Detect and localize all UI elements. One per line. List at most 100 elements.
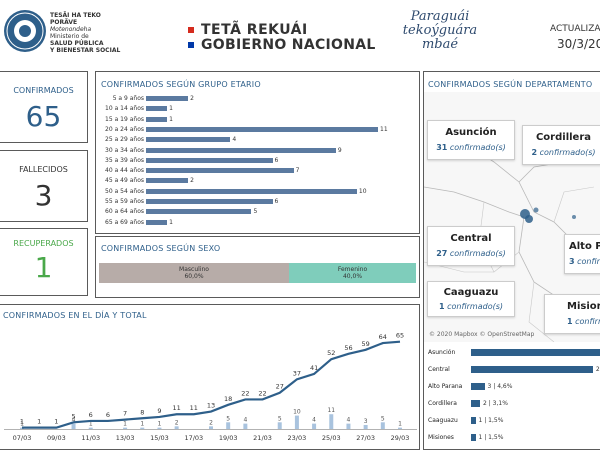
logo-text-6: Y BIENESTAR SOCIAL: [50, 47, 121, 54]
daily-bar-label: 2: [175, 419, 179, 426]
update-date: 30/3/20: [557, 37, 600, 51]
age-bar[interactable]: [146, 126, 378, 132]
cumulative-label: 41: [310, 364, 318, 372]
daily-bar[interactable]: [123, 427, 128, 429]
daily-bar[interactable]: [346, 423, 351, 429]
daily-bar[interactable]: [329, 414, 334, 429]
female-segment[interactable]: Femenino 40,0%: [289, 263, 416, 283]
age-bar-row[interactable]: 50 a 54 años 10: [96, 187, 416, 197]
age-bar-label: 40 a 44 años: [105, 167, 144, 175]
age-bar-label: 20 a 24 años: [105, 125, 144, 133]
daily-bar[interactable]: [294, 415, 299, 429]
age-bar-row[interactable]: 65 a 69 años 1: [96, 218, 416, 228]
daily-bar[interactable]: [174, 426, 179, 429]
kpi-confirmados-label: CONFIRMADOS: [13, 86, 74, 95]
daily-bar[interactable]: [209, 426, 213, 429]
sex-panel-title: CONFIRMADOS SEGÚN SEXO: [101, 244, 221, 253]
age-bar[interactable]: [146, 106, 168, 112]
age-bar-row[interactable]: 45 a 49 años 2: [96, 176, 416, 186]
date-tick-label: 13/03: [116, 434, 135, 442]
age-bar[interactable]: [146, 178, 189, 184]
date-tick-label: 23/03: [288, 434, 307, 442]
cumulative-label: 6: [106, 411, 110, 419]
timeline-title: CONFIRMADOS EN EL DÍA Y TOTAL: [3, 311, 147, 320]
age-bar-row[interactable]: 40 a 44 años 7: [96, 166, 416, 176]
daily-bar[interactable]: [140, 427, 145, 429]
age-bar[interactable]: [146, 219, 168, 225]
cumulative-label: 37: [293, 369, 301, 377]
age-bar-label: 5 a 9 años: [112, 95, 144, 102]
age-bar-value: 2: [190, 95, 194, 102]
age-bar-label: 50 a 54 años: [105, 187, 144, 195]
age-bar[interactable]: [146, 116, 168, 122]
cumulative-label: 11: [172, 404, 180, 412]
age-bar-row[interactable]: 60 a 64 años 5: [96, 207, 416, 217]
cumulative-label: 8: [140, 408, 144, 416]
date-tick-label: 15/03: [150, 434, 169, 442]
daily-bar-label: 4: [312, 417, 316, 424]
daily-bar[interactable]: [363, 424, 368, 429]
callout-alto-parana-suffix: confirm: [577, 257, 600, 266]
cumulative-label: 11: [190, 404, 198, 412]
cumulative-label: 13: [207, 402, 215, 410]
flag-blue-square: [188, 42, 194, 48]
age-bar-row[interactable]: 5 a 9 años 2: [96, 94, 416, 104]
daily-bar-label: 5: [226, 415, 230, 422]
male-segment[interactable]: Masculino 60,0%: [99, 263, 289, 283]
daily-bar[interactable]: [312, 423, 317, 429]
cumulative-line[interactable]: [22, 340, 401, 429]
date-tick-label: 19/03: [219, 434, 238, 442]
daily-bar[interactable]: [226, 422, 231, 429]
date-tick-label: 11/03: [81, 434, 100, 442]
age-bar[interactable]: [146, 96, 189, 101]
age-bar-row[interactable]: 15 a 19 años 1: [96, 115, 416, 125]
daily-bar[interactable]: [277, 422, 282, 429]
callout-misiones-name: Misior: [567, 301, 600, 312]
callout-cordillera: Cordillera 2 confirmado(s): [522, 125, 600, 165]
daily-bar-label: 1: [158, 421, 162, 428]
age-bar-row[interactable]: 25 a 29 años 4: [96, 135, 416, 145]
update-label: ACTUALIZADO: [550, 24, 600, 34]
age-bar-label: 65 a 69 años: [105, 218, 144, 226]
daily-bar-label: 2: [209, 419, 213, 426]
age-bar-value: 5: [253, 208, 258, 216]
age-bar-value: 1: [169, 218, 173, 226]
age-bar-row[interactable]: 20 a 24 años 11: [96, 125, 416, 135]
callout-central-suffix: confirmado(s): [449, 249, 506, 258]
callout-cordillera-count: 2 confirmado(s): [523, 148, 600, 157]
age-bar-label: 55 a 59 años: [105, 198, 144, 205]
age-bar[interactable]: [146, 168, 294, 174]
age-bar-label: 45 a 49 años: [105, 177, 144, 185]
daily-bar[interactable]: [157, 427, 162, 429]
cumulative-label: 6: [89, 411, 93, 419]
daily-bar-label: 4: [347, 417, 351, 424]
cumulative-label: 56: [344, 344, 352, 352]
age-bar-row[interactable]: 35 a 39 años 6: [96, 156, 416, 166]
age-bar[interactable]: [146, 147, 336, 153]
slogan-2: tekoýguára: [402, 23, 478, 38]
daily-bar[interactable]: [380, 422, 385, 429]
daily-bar-label: 1: [89, 421, 93, 428]
age-bar[interactable]: [146, 199, 273, 204]
age-bar-row[interactable]: 10 a 14 años 1: [96, 104, 416, 114]
age-bar-row[interactable]: 55 a 59 años 6: [96, 197, 416, 207]
header: TESÃI HA TEKO PORÃVE Motenondeha Ministe…: [0, 0, 600, 62]
daily-bar[interactable]: [88, 427, 93, 429]
age-bar[interactable]: [146, 188, 357, 194]
daily-bar[interactable]: [398, 427, 402, 429]
map-copyright: © 2020 Mapbox © OpenStreetMap: [429, 331, 535, 338]
daily-bar[interactable]: [71, 423, 76, 429]
map-marker-central: [525, 215, 533, 223]
age-bar-value: 7: [295, 167, 300, 175]
kpi-confirmados: CONFIRMADOS 65: [0, 71, 88, 143]
age-bar-value: 1: [169, 115, 173, 123]
age-bar[interactable]: [146, 137, 231, 143]
age-panel: CONFIRMADOS SEGÚN GRUPO ETARIO 5 a 9 año…: [95, 71, 420, 234]
age-bar[interactable]: [146, 209, 252, 215]
cumulative-label: 18: [224, 395, 232, 403]
age-bar[interactable]: [146, 157, 273, 163]
daily-bar-label: 11: [327, 407, 335, 414]
callout-central-number: 27: [436, 249, 448, 258]
daily-bar[interactable]: [243, 423, 248, 429]
age-bar-row[interactable]: 30 a 34 años 9: [96, 146, 416, 156]
